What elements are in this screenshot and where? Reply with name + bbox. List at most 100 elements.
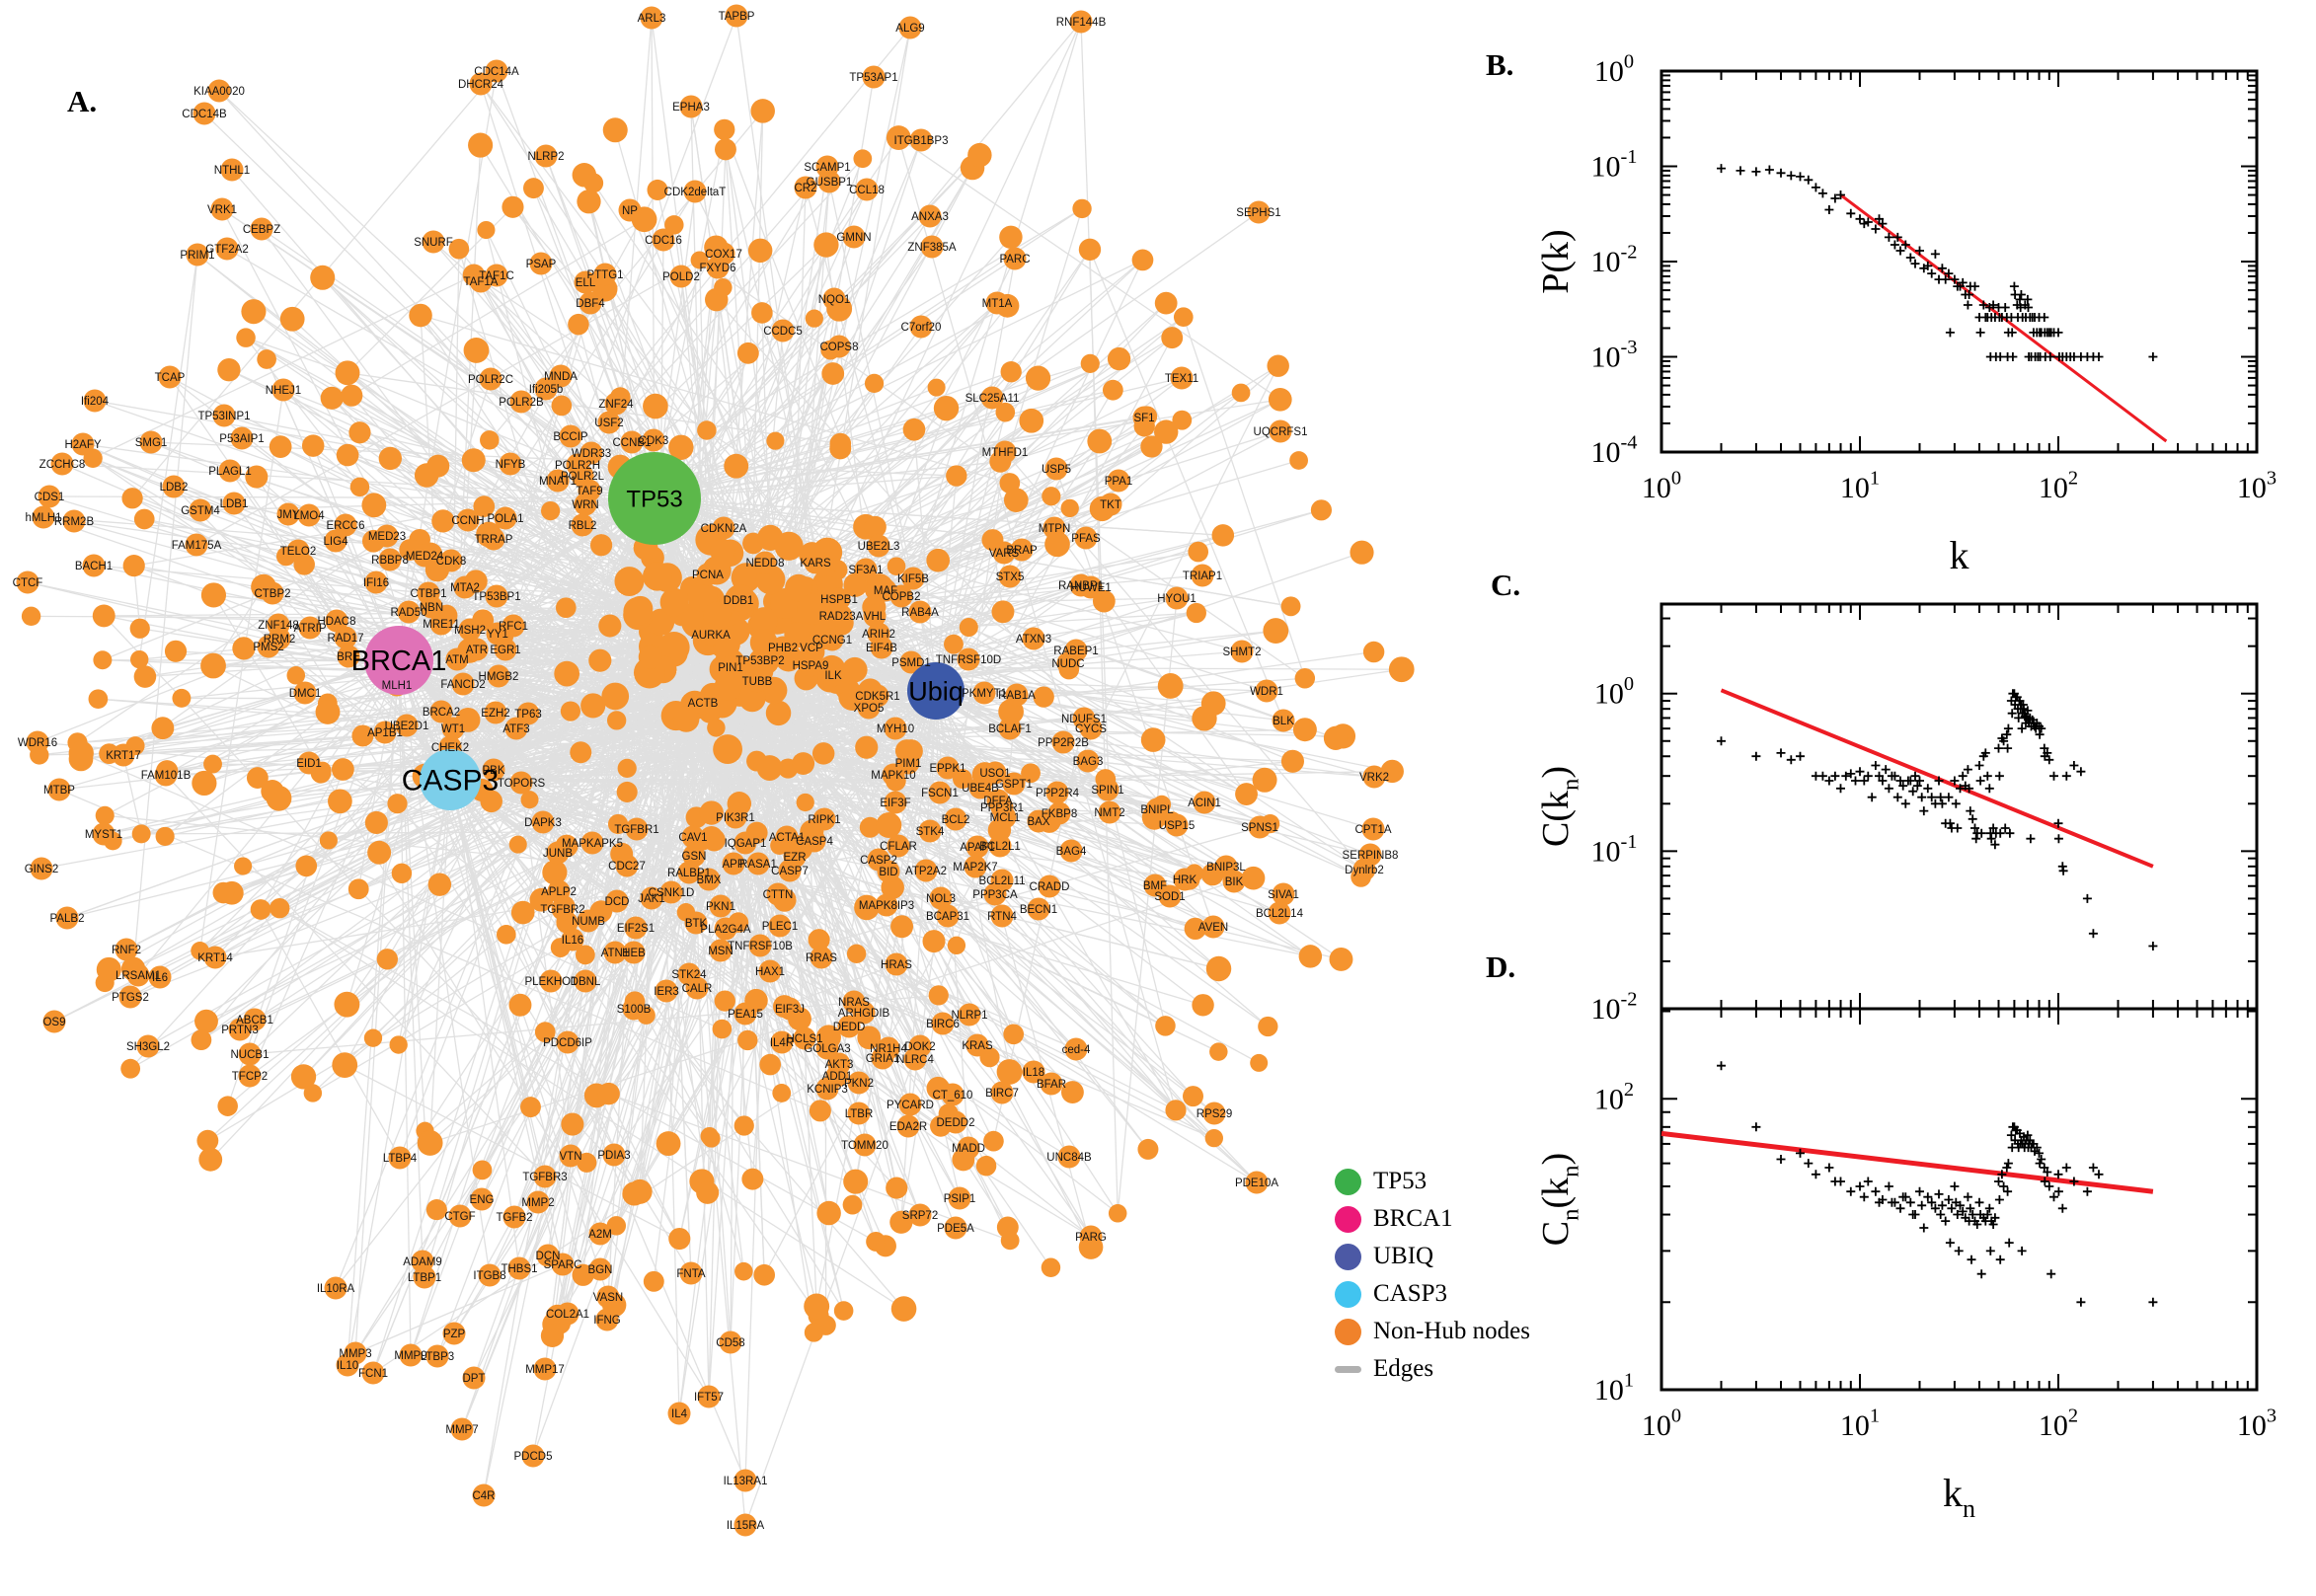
network-node: [1109, 1204, 1127, 1223]
network-node-label: C4R: [472, 1490, 495, 1502]
edge-swatch-icon: [1335, 1366, 1361, 1373]
network-node: [251, 899, 271, 920]
network-node: [480, 430, 500, 450]
network-node-label: SPIN1: [1091, 785, 1123, 797]
legend-item-label: Edges: [1373, 1355, 1433, 1383]
network-node: [320, 831, 338, 849]
network-node-label: RABEP1: [1053, 646, 1098, 657]
axis-tick-label: 102: [2039, 468, 2078, 505]
network-node-label: MT1A: [982, 298, 1013, 310]
network-node-label: DCD: [605, 896, 630, 908]
network-node-label: COPB2: [883, 591, 921, 603]
network-node: [520, 1097, 541, 1117]
network-node: [855, 736, 878, 759]
network-node: [348, 421, 370, 443]
network-node-label: PTGS2: [112, 992, 149, 1004]
network-node-label: BAG3: [1073, 756, 1104, 768]
network-node-label: COPS8: [820, 342, 859, 353]
network-node: [999, 226, 1022, 249]
network-node: [198, 1148, 222, 1172]
axis-tick-label: 10-3: [1591, 337, 1638, 374]
network-node-label: PARG: [1075, 1232, 1107, 1244]
network-node: [1155, 292, 1178, 315]
network-node-label: GRIA1: [866, 1053, 900, 1065]
network-node-label: TGFBR2: [540, 904, 584, 916]
network-node-label: GINS2: [25, 864, 59, 875]
network-node: [1042, 487, 1060, 505]
network-node-label: KARS: [800, 558, 831, 570]
network-node-label: COL2A1: [546, 1309, 589, 1321]
network-node: [588, 649, 611, 672]
network-node: [332, 758, 354, 781]
network-node: [1079, 239, 1101, 261]
network-node-label: RRM2B: [54, 516, 95, 528]
network-node-label: BFAR: [1037, 1079, 1066, 1091]
network-node: [890, 915, 913, 938]
network-node: [643, 394, 668, 419]
network-node: [668, 1228, 690, 1250]
network-node: [997, 1059, 1023, 1085]
network-node: [497, 925, 516, 945]
network-node-label: EZH2: [481, 708, 509, 720]
network-node-label: EGR1: [490, 645, 520, 656]
network-node-label: NLRC4: [896, 1054, 934, 1066]
network-node-label: POLA1: [487, 513, 523, 525]
network-node: [134, 509, 155, 530]
network-node: [960, 618, 978, 637]
fit-line: [1661, 1133, 2153, 1191]
network-node-label: MMP7: [445, 1424, 478, 1436]
network-node-label: IL18: [1023, 1067, 1044, 1079]
network-node: [151, 717, 174, 739]
network-node: [834, 1301, 854, 1321]
network-node: [1311, 499, 1332, 520]
node-swatch-icon: [1335, 1281, 1361, 1308]
network-node: [614, 567, 644, 596]
network-node-label: PLAGL1: [208, 466, 251, 478]
network-node-label: ACIN1: [1188, 798, 1221, 809]
network-node-label: ACTB: [688, 698, 719, 710]
network-node-label: RTN4: [987, 911, 1017, 923]
network-node-label: HAX1: [755, 966, 785, 978]
network-node-label: Dynlrb2: [1345, 865, 1384, 876]
network-node-label: CR2: [794, 183, 816, 194]
network-node-label: RNF144B: [1056, 17, 1107, 29]
network-node: [241, 299, 266, 324]
network-node-label: NMT2: [1094, 807, 1124, 819]
network-node: [196, 1130, 218, 1152]
network-node-label: CALR: [682, 983, 713, 995]
network-node: [1004, 488, 1029, 512]
network-node-label: PALB2: [50, 913, 85, 925]
network-node-label: BCAP31: [926, 911, 969, 923]
plot-frame: [1661, 71, 2257, 452]
network-node-label: RRAS: [806, 952, 837, 964]
network-node-label: PLA2G4A: [700, 924, 750, 936]
network-node: [983, 1131, 1004, 1152]
network-node-label: AKT3: [825, 1059, 854, 1071]
network-node-label: GOLGA3: [804, 1043, 850, 1055]
network-node: [1206, 956, 1231, 981]
network-node-label: SCAMP1: [804, 162, 850, 174]
network-node-label: IER3: [654, 986, 679, 998]
network-node: [1154, 419, 1178, 443]
axis-title: Cn​(kn​): [1535, 1153, 1584, 1246]
network-node: [473, 1160, 493, 1179]
network-node-label: RBL2: [569, 520, 597, 532]
network-node: [310, 266, 335, 290]
network-node-label: IL13RA1: [724, 1476, 768, 1487]
network-node-label: WDR33: [572, 448, 611, 460]
network-node: [772, 1084, 791, 1102]
network-node-label: PIN1: [718, 662, 743, 674]
network-node: [804, 1293, 829, 1319]
network-node: [328, 789, 352, 813]
network-node: [1183, 1086, 1203, 1106]
network-node-label: ILK: [824, 670, 842, 682]
network-node-label: EID1: [296, 758, 322, 770]
network-node-label: STX5: [996, 571, 1025, 583]
network-node-label: BNIP3L: [1206, 862, 1246, 874]
network-node: [1192, 994, 1213, 1016]
network-node-label: AVEN: [1198, 922, 1228, 934]
legend-item-label: TP53: [1373, 1168, 1427, 1195]
network-node: [1293, 718, 1317, 741]
scatter-points: [1717, 164, 2157, 361]
